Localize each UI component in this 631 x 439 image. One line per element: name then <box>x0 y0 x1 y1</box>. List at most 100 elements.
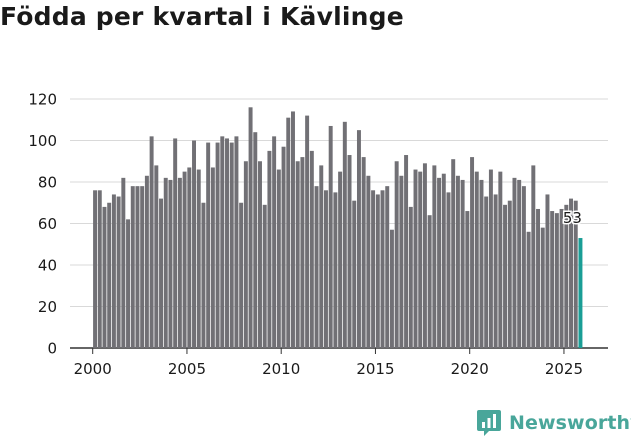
bar <box>545 194 550 348</box>
bar <box>107 202 112 348</box>
bar <box>206 142 211 348</box>
bar <box>413 169 418 348</box>
bar <box>276 169 281 348</box>
bar <box>503 204 508 348</box>
x-tick-label: 2010 <box>262 360 300 378</box>
bar <box>427 215 432 348</box>
bar <box>116 196 121 348</box>
bar <box>97 190 102 348</box>
bar <box>291 111 295 348</box>
x-tick-label: 2015 <box>356 360 394 378</box>
bar <box>470 157 475 348</box>
bar <box>521 186 526 348</box>
bar <box>144 175 149 348</box>
bar <box>432 165 437 348</box>
bar <box>371 190 376 348</box>
bar <box>366 175 371 348</box>
bar <box>121 177 126 348</box>
bar <box>149 136 154 348</box>
bar <box>385 186 390 348</box>
bar <box>512 177 517 348</box>
x-tick-label: 2000 <box>74 360 112 378</box>
bar <box>286 117 291 348</box>
y-axis-ticks: 0 20 40 60 80 100 120 <box>28 91 57 358</box>
page-title: Födda per kvartal i Kävlinge <box>0 2 404 31</box>
y-tick-label: 20 <box>38 298 57 316</box>
bar <box>305 115 310 348</box>
bar <box>361 157 366 348</box>
bar <box>328 125 333 348</box>
y-tick-label: 40 <box>38 257 57 275</box>
bar <box>333 192 338 349</box>
bar <box>531 165 536 348</box>
bar <box>309 150 314 349</box>
bar <box>559 208 564 348</box>
bar <box>526 231 531 348</box>
bar <box>474 171 479 349</box>
bar <box>517 179 522 348</box>
bar <box>540 227 545 348</box>
newsworthy-brand[interactable]: Newsworthy <box>476 408 631 438</box>
bar <box>253 132 258 348</box>
bar <box>215 142 220 348</box>
bar <box>451 159 456 348</box>
bar <box>173 138 178 348</box>
bar <box>356 130 361 349</box>
bar <box>488 169 493 348</box>
bar <box>210 167 215 348</box>
bar <box>446 192 451 349</box>
bar <box>507 200 512 348</box>
bar <box>168 179 173 348</box>
bar <box>93 190 98 348</box>
y-tick-label: 120 <box>28 91 57 109</box>
bar <box>201 202 206 348</box>
bar <box>281 146 286 348</box>
bar <box>404 155 409 348</box>
bar <box>418 171 423 349</box>
bar <box>380 190 385 348</box>
x-tick-label: 2025 <box>545 360 583 378</box>
bar <box>258 161 262 348</box>
bar <box>220 136 225 348</box>
bar <box>192 140 196 348</box>
bar <box>314 186 319 348</box>
bar <box>352 200 357 348</box>
bar <box>569 198 573 348</box>
annotations: 53 <box>561 208 583 229</box>
bar <box>323 190 328 348</box>
bar <box>375 194 380 348</box>
bar <box>460 179 465 348</box>
bar <box>243 161 248 348</box>
bar <box>394 161 399 348</box>
bar <box>564 204 569 348</box>
x-tick-label: 2020 <box>451 360 489 378</box>
bar <box>347 155 352 348</box>
bar <box>441 173 446 348</box>
y-tick-label: 60 <box>38 215 57 233</box>
bar <box>389 229 394 348</box>
brand-name: Newsworthy <box>509 412 631 434</box>
bar <box>187 167 192 348</box>
bar <box>493 194 498 348</box>
bar <box>550 211 555 348</box>
bar <box>140 186 145 348</box>
bar <box>300 157 305 348</box>
bar <box>163 177 168 348</box>
bar <box>536 208 541 348</box>
bar <box>159 198 164 348</box>
bar <box>437 177 442 348</box>
bar <box>154 165 159 348</box>
bar <box>342 121 347 348</box>
bar <box>111 194 116 348</box>
bar <box>272 136 277 348</box>
bar <box>177 177 182 348</box>
bar <box>248 107 253 348</box>
bar <box>573 200 578 348</box>
y-tick-label: 0 <box>47 340 57 358</box>
bar <box>465 211 470 348</box>
bar <box>225 138 229 348</box>
bar <box>262 204 267 348</box>
bar <box>182 171 187 349</box>
x-tick-label: 2005 <box>168 360 206 378</box>
bar <box>126 219 131 348</box>
